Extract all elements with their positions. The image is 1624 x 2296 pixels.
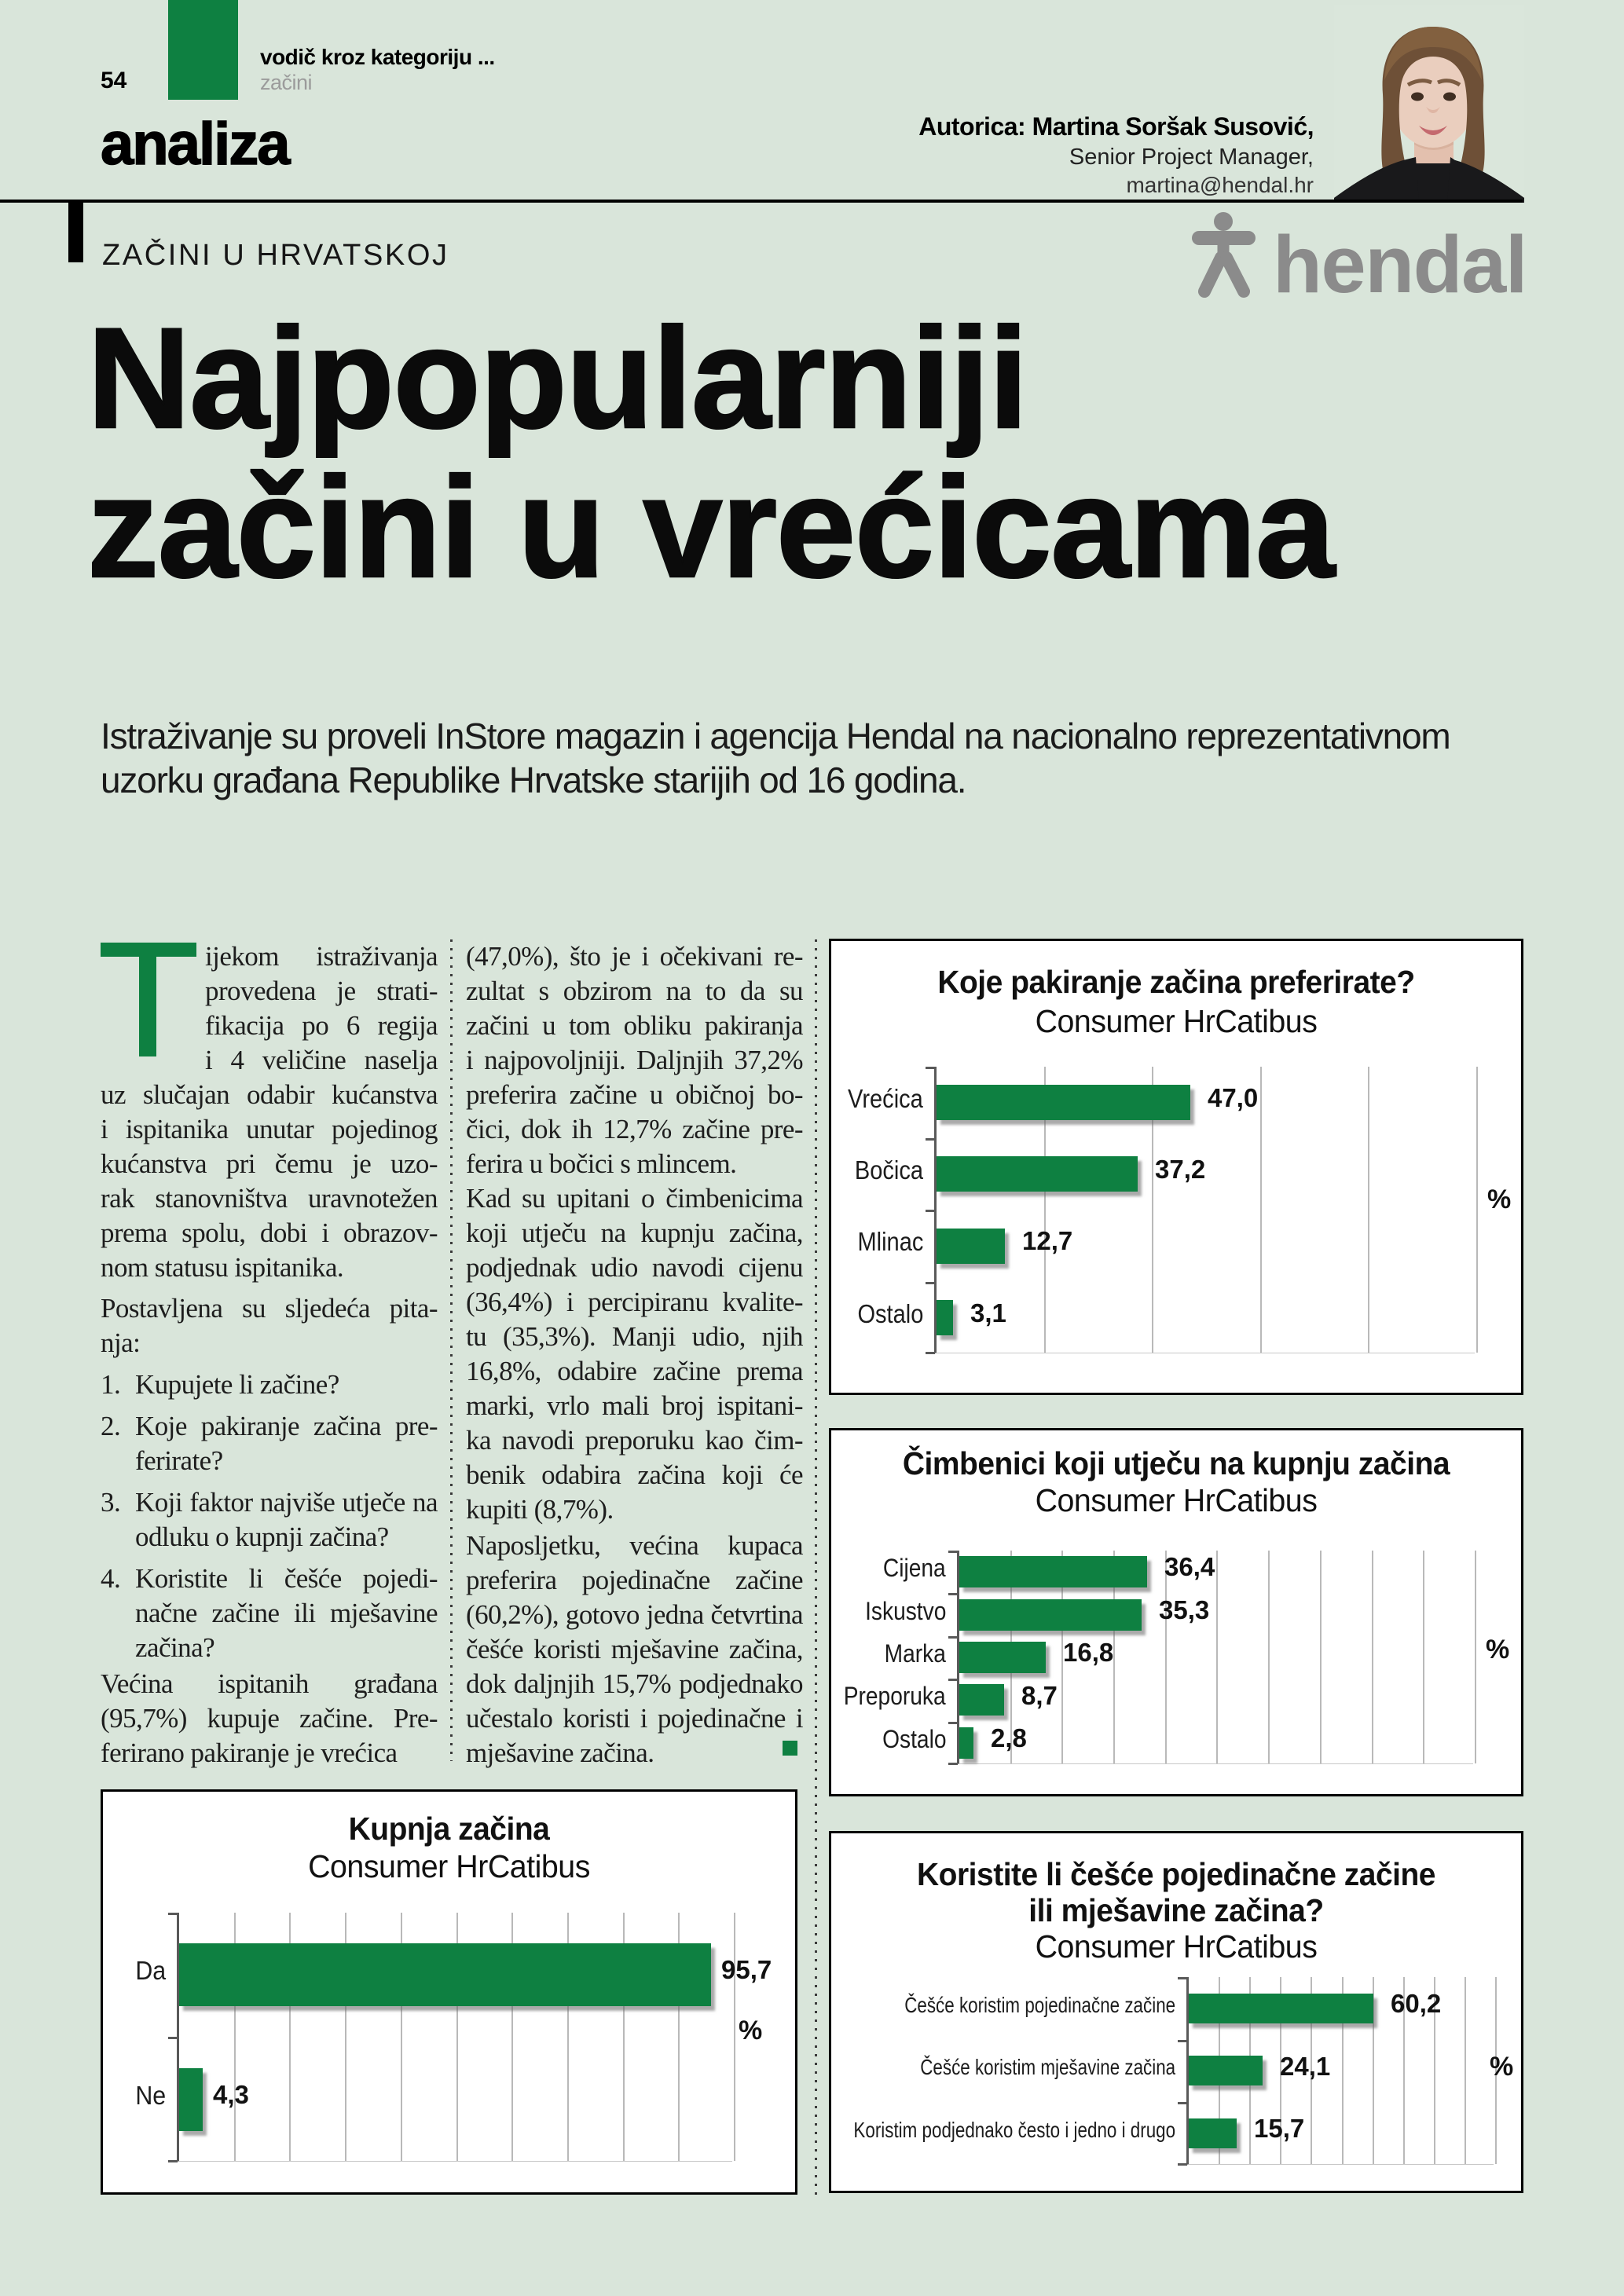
svg-text:hendal: hendal bbox=[1273, 219, 1527, 305]
